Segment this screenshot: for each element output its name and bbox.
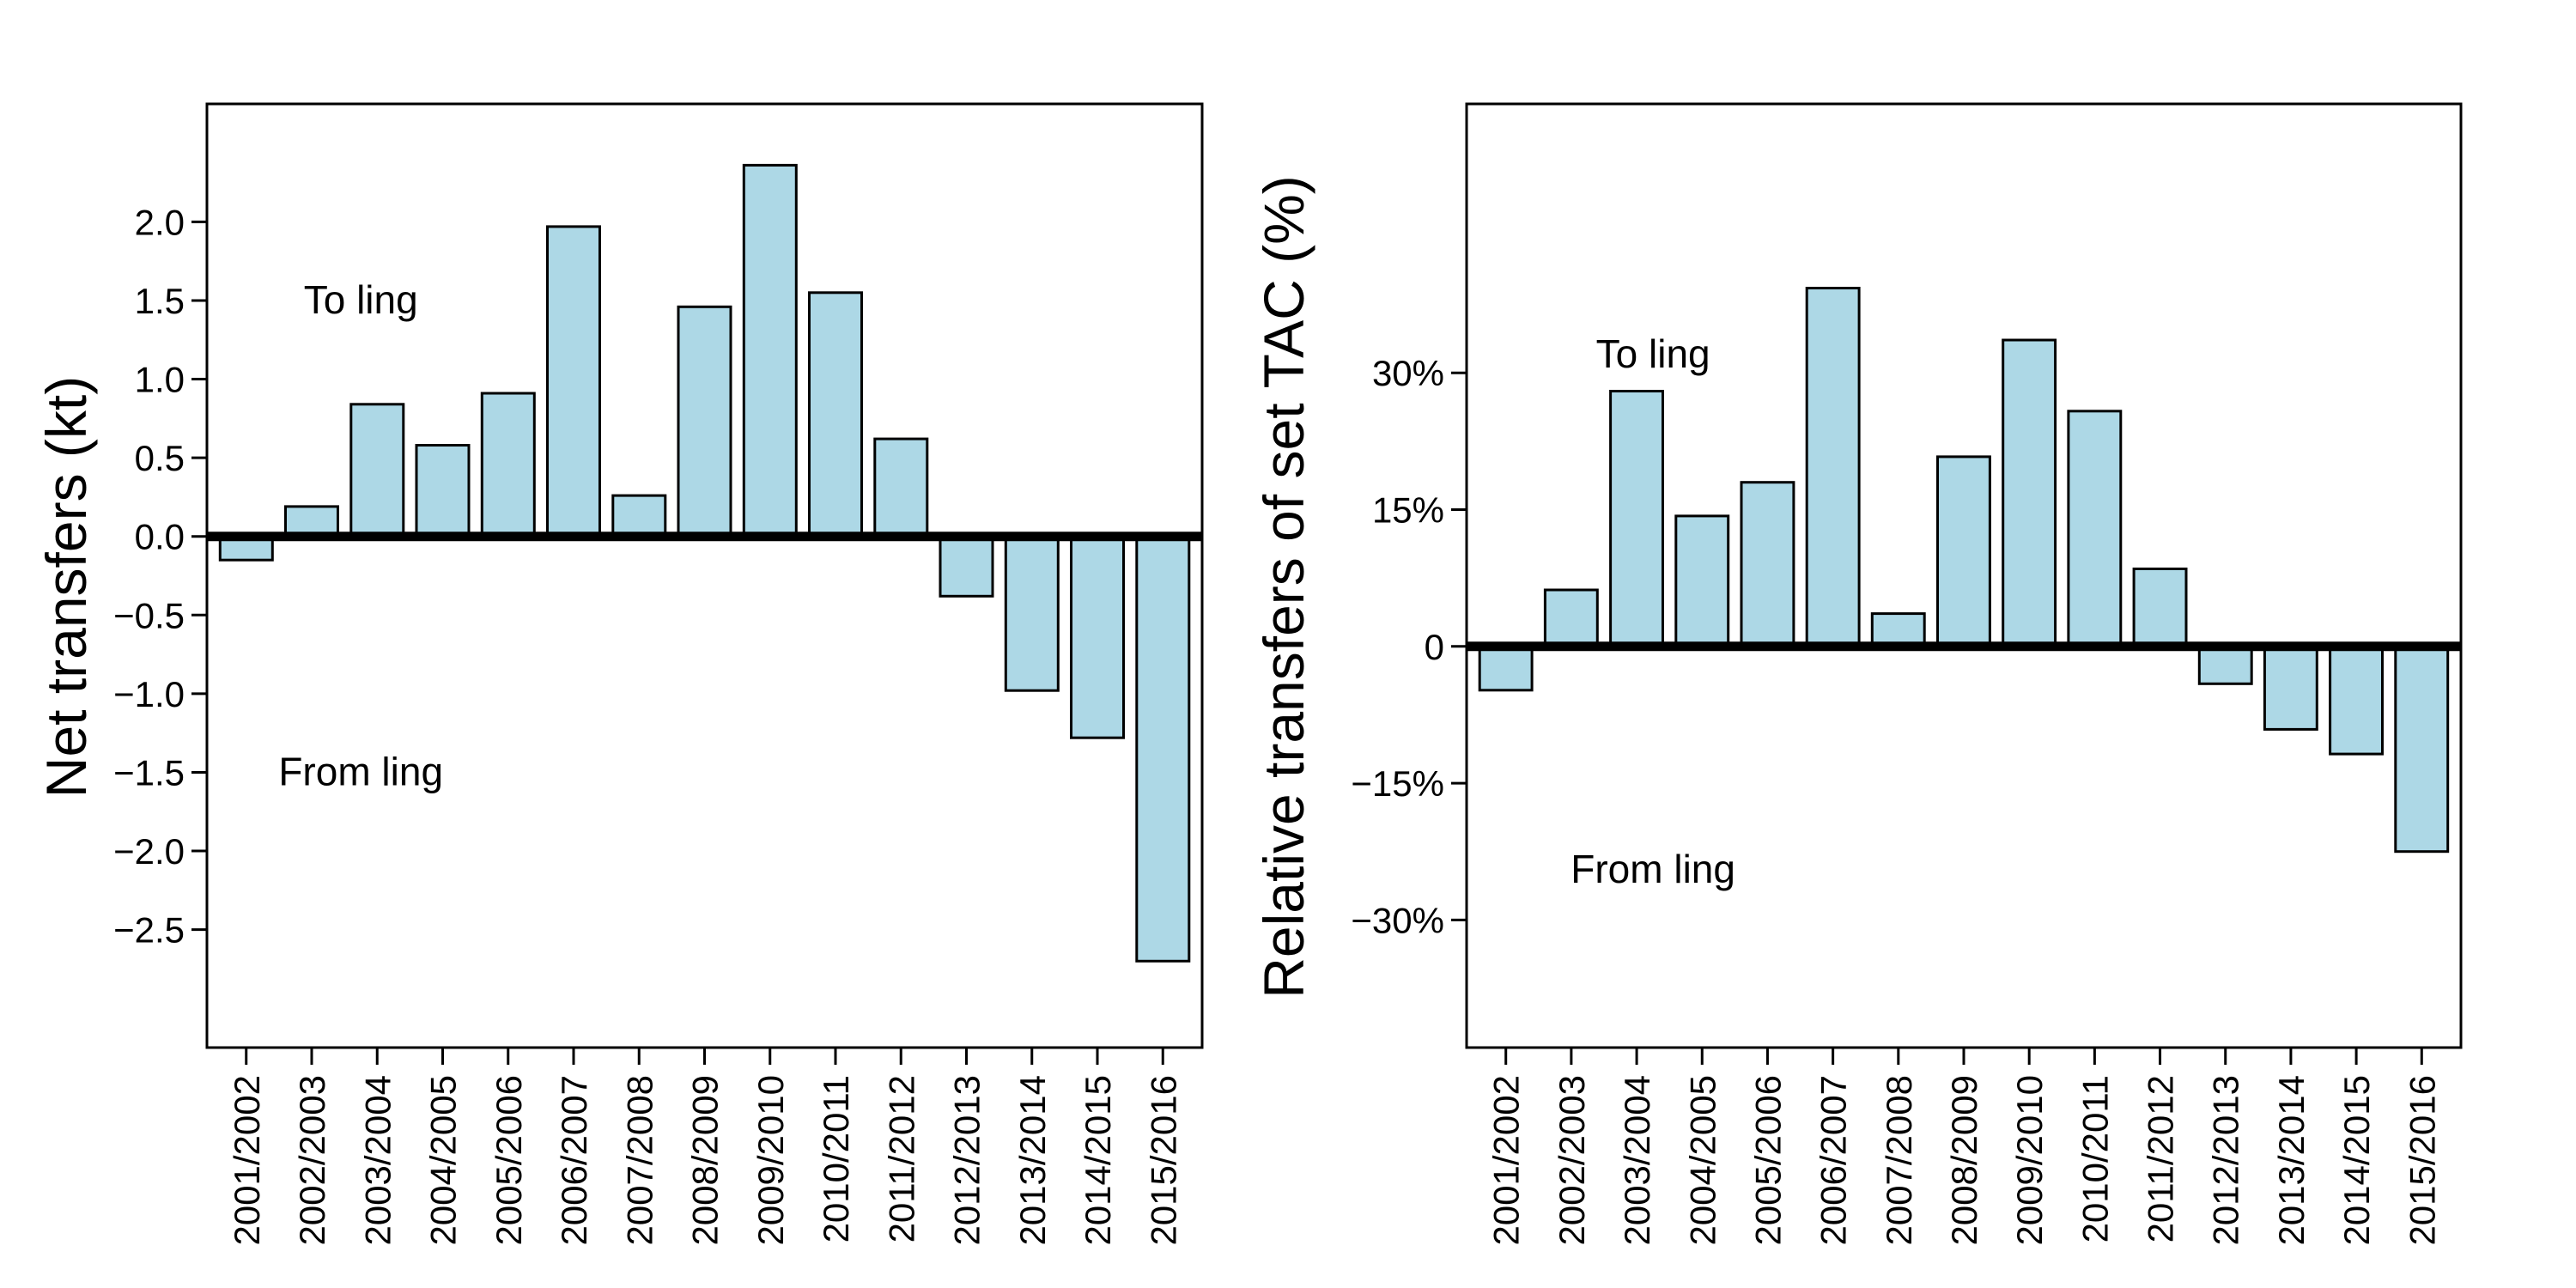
x-tick-label: 2006/2007 bbox=[1814, 1075, 1854, 1246]
x-tick-label: 2015/2016 bbox=[2402, 1075, 2442, 1246]
bar-2007/2008 bbox=[611, 494, 667, 538]
bar-2014/2015 bbox=[2329, 645, 2385, 756]
annotation-to-ling: To ling bbox=[304, 277, 418, 322]
y-tick-label: −30% bbox=[1351, 900, 1444, 940]
x-tick-label: 2004/2005 bbox=[423, 1075, 464, 1246]
left-chart-net-transfers: 2.0 1.5 1.0 0.5 0.0 −0.5 −1.0 −1.5 −2.0 −2.5 2001/… bbox=[34, 102, 1204, 1246]
x-tick-label: 2014/2015 bbox=[2336, 1075, 2377, 1246]
x-tick-label: 2007/2008 bbox=[619, 1075, 659, 1246]
x-tick-label: 2008/2009 bbox=[1944, 1075, 1984, 1246]
x-tick-label: 2012/2013 bbox=[2206, 1075, 2246, 1246]
bar-2003/2004 bbox=[1609, 390, 1664, 648]
annotation-from-ling: From ling bbox=[278, 749, 443, 793]
x-tick-label: 2001/2002 bbox=[1486, 1075, 1527, 1246]
y-tick-label: 2.0 bbox=[135, 202, 185, 242]
bar-2001/2002 bbox=[1478, 645, 1534, 692]
bar-2009/2010 bbox=[742, 163, 798, 538]
x-tick-label: 2006/2007 bbox=[554, 1075, 594, 1246]
bar-2013/2014 bbox=[1004, 535, 1060, 692]
annotation-from-ling: From ling bbox=[1571, 847, 1735, 891]
bar-2006/2007 bbox=[1805, 287, 1861, 648]
bar-2006/2007 bbox=[546, 225, 601, 538]
x-tick-label: 2011/2012 bbox=[2141, 1075, 2181, 1242]
x-tick-label: 2009/2010 bbox=[2009, 1075, 2050, 1246]
bar-2008/2009 bbox=[677, 305, 732, 538]
bar-2005/2006 bbox=[1740, 481, 1795, 648]
y-tick-label: −15% bbox=[1351, 763, 1444, 804]
x-tick-label: 2012/2013 bbox=[947, 1075, 987, 1246]
y-tick-label: 0.5 bbox=[135, 438, 185, 478]
y-tick-label: −2.5 bbox=[113, 910, 185, 951]
bar-2010/2011 bbox=[808, 291, 863, 538]
bar-2012/2013 bbox=[939, 535, 994, 598]
x-tick-label: 2015/2016 bbox=[1143, 1075, 1183, 1246]
x-tick-label: 2008/2009 bbox=[685, 1075, 726, 1246]
bar-2015/2016 bbox=[2394, 645, 2450, 854]
x-tick-label: 2004/2005 bbox=[1682, 1075, 1722, 1246]
x-tick-label: 2003/2004 bbox=[1617, 1075, 1657, 1246]
bar-2003/2004 bbox=[349, 403, 405, 538]
bar-2004/2005 bbox=[415, 444, 471, 538]
bar-2004/2005 bbox=[1674, 514, 1730, 648]
x-tick-label: 2007/2008 bbox=[1879, 1075, 1919, 1246]
bar-2008/2009 bbox=[1936, 455, 1991, 648]
y-tick-label: 1.0 bbox=[135, 360, 185, 400]
y-tick-label: 1.5 bbox=[135, 281, 185, 321]
bar-2007/2008 bbox=[1870, 612, 1926, 648]
bar-2002/2003 bbox=[1543, 588, 1599, 648]
bar-2013/2014 bbox=[2263, 645, 2318, 731]
y-tick-label: −1.0 bbox=[113, 674, 185, 714]
x-tick-label: 2011/2012 bbox=[881, 1075, 921, 1242]
x-tick-label: 2014/2015 bbox=[1078, 1075, 1118, 1246]
y-tick-label: 30% bbox=[1372, 353, 1444, 393]
x-tick-label: 2009/2010 bbox=[750, 1075, 791, 1246]
x-tick-label: 2013/2014 bbox=[1012, 1075, 1053, 1246]
y-tick-label: 15% bbox=[1372, 490, 1444, 531]
y-tick-label: −0.5 bbox=[113, 595, 185, 635]
y-tick-label: 0 bbox=[1425, 627, 1444, 667]
y-tick-label: −1.5 bbox=[113, 752, 185, 793]
x-tick-label: 2003/2004 bbox=[357, 1075, 398, 1246]
x-tick-label: 2010/2011 bbox=[2075, 1075, 2115, 1242]
x-tick-label: 2010/2011 bbox=[816, 1075, 856, 1242]
bar-2015/2016 bbox=[1135, 535, 1191, 963]
annotation-to-ling: To ling bbox=[1596, 331, 1710, 376]
x-tick-label: 2013/2014 bbox=[2271, 1075, 2312, 1246]
y-tick-label: −2.0 bbox=[113, 831, 185, 872]
x-tick-label: 2005/2006 bbox=[1747, 1075, 1788, 1246]
bar-2010/2011 bbox=[2067, 410, 2123, 648]
bar-2011/2012 bbox=[2132, 568, 2188, 648]
x-tick-label: 2002/2003 bbox=[292, 1075, 332, 1246]
bar-2005/2006 bbox=[480, 392, 536, 538]
bar-2014/2015 bbox=[1070, 535, 1125, 739]
x-tick-label: 2005/2006 bbox=[489, 1075, 529, 1246]
bar-2012/2013 bbox=[2197, 645, 2253, 685]
x-tick-label: 2002/2003 bbox=[1552, 1075, 1592, 1246]
y-axis-label: Relative transfers of set TAC (%) bbox=[1252, 175, 1315, 999]
bar-2009/2010 bbox=[2002, 338, 2057, 648]
x-tick-label: 2001/2002 bbox=[227, 1075, 267, 1246]
y-axis-label: Net transfers (kt) bbox=[34, 376, 98, 798]
y-tick-label: 0.0 bbox=[135, 517, 185, 557]
right-chart-relative-transfers: 30% 15% 0 −15% −30% 2001/2002 2002/2003 2003/20… bbox=[1252, 102, 2463, 1246]
bar-2011/2012 bbox=[873, 437, 929, 538]
